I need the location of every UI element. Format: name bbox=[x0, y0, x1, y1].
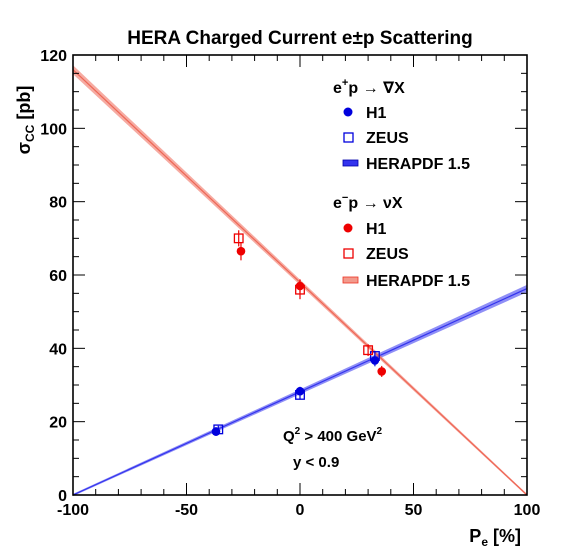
x-tick-label: -100 bbox=[57, 502, 89, 519]
point-e+p-zeus-1 bbox=[295, 389, 305, 400]
point-e-p-h1-0 bbox=[236, 246, 246, 256]
x-tick-label: 100 bbox=[514, 502, 541, 519]
legend-label-herapdf-positron: HERAPDF 1.5 bbox=[366, 156, 470, 173]
point-e+p-zeus-0 bbox=[213, 424, 224, 435]
y-tick-label: 20 bbox=[49, 415, 67, 432]
legend: e+p → ∇X H1 ZEUS HERAPDF 1.5 e−p → νX H1… bbox=[333, 77, 470, 290]
legend-header-electron: e−p → νX bbox=[333, 192, 403, 212]
legend-marker-h1-electron bbox=[343, 223, 353, 233]
x-axis-label: Pe [%] bbox=[469, 526, 521, 549]
axis-tick-labels: -100 -50 0 50 100 0 20 40 60 80 100 120 bbox=[40, 48, 540, 519]
legend-marker-herapdf-positron bbox=[342, 159, 359, 167]
x-tick-label: 0 bbox=[296, 502, 305, 519]
annotation-y-cut: y < 0.9 bbox=[293, 454, 339, 471]
legend-marker-h1-positron bbox=[343, 107, 353, 117]
y-axis-label: σCC [pb] bbox=[14, 86, 37, 155]
point-e-p-zeus-2 bbox=[363, 345, 374, 356]
y-tick-label: 40 bbox=[49, 341, 67, 358]
axis-ticks bbox=[72, 54, 528, 496]
data-points bbox=[211, 230, 387, 436]
point-e-p-zeus-1 bbox=[295, 284, 305, 295]
point-e-p-h1-2 bbox=[377, 367, 387, 376]
legend-label-h1-electron: H1 bbox=[366, 221, 387, 238]
y-tick-label: 60 bbox=[49, 268, 67, 285]
point-e-p-zeus-0 bbox=[233, 233, 244, 244]
legend-marker-herapdf-electron bbox=[342, 276, 359, 284]
x-tick-label: -50 bbox=[175, 502, 198, 519]
y-tick-label: 120 bbox=[40, 48, 67, 65]
legend-label-h1-positron: H1 bbox=[366, 105, 387, 122]
legend-label-herapdf-electron: HERAPDF 1.5 bbox=[366, 273, 470, 290]
y-tick-label: 0 bbox=[58, 488, 67, 505]
legend-label-zeus-electron: ZEUS bbox=[366, 246, 409, 263]
point-e+p-h1-0 bbox=[211, 427, 221, 436]
legend-marker-zeus-positron bbox=[343, 132, 354, 143]
legend-header-positron: e+p → ∇X bbox=[333, 77, 405, 97]
x-tick-label: 50 bbox=[405, 502, 423, 519]
y-tick-label: 80 bbox=[49, 195, 67, 212]
annotation-q2-cut: Q2 > 400 GeV2 bbox=[283, 426, 383, 445]
chart-title: HERA Charged Current e±p Scattering bbox=[127, 28, 472, 49]
y-tick-label: 100 bbox=[40, 121, 67, 138]
point-e+p-zeus-2 bbox=[369, 351, 380, 361]
legend-label-zeus-positron: ZEUS bbox=[366, 130, 409, 147]
legend-marker-zeus-electron bbox=[343, 248, 354, 259]
